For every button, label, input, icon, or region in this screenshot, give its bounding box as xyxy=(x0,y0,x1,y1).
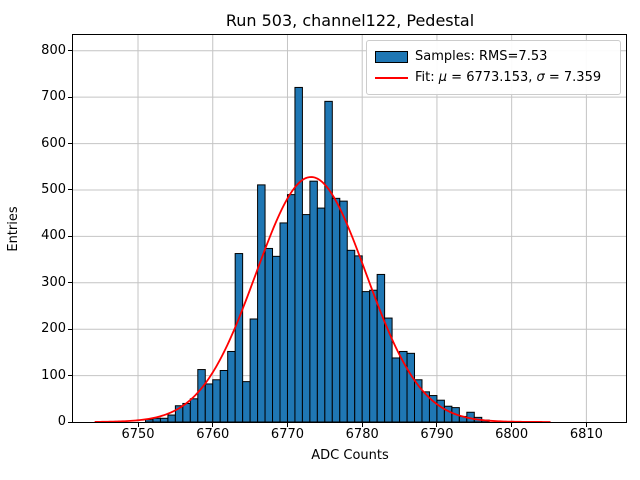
y-tick-label: 100 xyxy=(41,367,66,383)
histogram-bar xyxy=(406,352,416,422)
y-tick-label: 500 xyxy=(41,181,66,197)
histogram-bar xyxy=(279,222,288,422)
histogram-bar xyxy=(391,357,401,422)
x-axis-label: ADC Counts xyxy=(311,448,389,463)
histogram-bar xyxy=(159,417,169,422)
legend-entry-fit: Fit: μ = 6773.153, σ = 7.359 xyxy=(367,67,620,88)
y-tick-mark xyxy=(68,50,72,52)
histogram-bar xyxy=(152,417,161,422)
x-tick-mark xyxy=(361,423,363,427)
plot-area xyxy=(72,34,627,423)
x-tick-label: 6800 xyxy=(495,427,529,442)
x-tick-label: 6810 xyxy=(569,427,603,442)
x-tick-mark xyxy=(511,423,513,427)
histogram-bar xyxy=(369,289,378,422)
chart-canvas xyxy=(73,35,626,422)
histogram-bar xyxy=(249,318,259,422)
histogram-bar xyxy=(354,255,363,422)
mu-symbol: μ xyxy=(438,70,448,85)
y-tick-mark xyxy=(68,96,72,98)
y-tick-label: 300 xyxy=(41,274,66,290)
histogram-bar xyxy=(227,350,236,422)
histogram-bar xyxy=(212,379,221,422)
y-tick-mark xyxy=(68,189,72,191)
histogram-bar xyxy=(257,184,266,422)
histogram-bar xyxy=(376,273,386,422)
histogram-bar xyxy=(242,381,251,422)
sigma-symbol: σ xyxy=(536,70,545,85)
y-tick-mark xyxy=(68,375,72,377)
histogram-bar xyxy=(443,405,453,422)
legend-entry-samples: Samples: RMS=7.53 xyxy=(367,46,620,67)
y-tick-label: 200 xyxy=(41,321,66,337)
histogram-bar xyxy=(346,249,356,422)
histogram-bar xyxy=(204,383,214,422)
legend: Samples: RMS=7.53 Fit: μ = 6773.153, σ =… xyxy=(366,40,621,95)
x-tick-label: 6750 xyxy=(121,427,155,442)
histogram-bar xyxy=(331,197,341,422)
y-tick-label: 0 xyxy=(57,414,66,429)
histogram-bar xyxy=(219,369,229,422)
histogram-bar xyxy=(361,291,371,422)
x-tick-label: 6780 xyxy=(345,427,379,442)
x-tick-mark xyxy=(436,423,438,427)
fit-line-swatch-icon xyxy=(375,76,408,79)
legend-fit-label: Fit: μ = 6773.153, σ = 7.359 xyxy=(415,70,602,85)
samples-swatch-icon xyxy=(375,50,408,63)
y-tick-mark xyxy=(68,328,72,330)
chart-title: Run 503, channel122, Pedestal xyxy=(225,11,475,30)
x-tick-mark xyxy=(286,423,288,427)
x-tick-label: 6770 xyxy=(270,427,305,442)
histogram-bar xyxy=(301,214,311,422)
histogram-bar xyxy=(309,180,318,422)
y-tick-label: 600 xyxy=(41,135,66,151)
x-tick-mark xyxy=(585,423,587,427)
histogram-bar xyxy=(384,317,393,422)
histogram-bar xyxy=(294,86,303,422)
y-tick-mark xyxy=(68,421,72,423)
histogram-bar xyxy=(264,247,274,422)
histogram-bar xyxy=(182,402,191,422)
x-tick-mark xyxy=(137,423,139,427)
y-tick-label: 400 xyxy=(41,228,66,244)
legend-samples-label: Samples: RMS=7.53 xyxy=(415,49,548,64)
histogram-bar xyxy=(436,399,445,422)
y-tick-mark xyxy=(68,143,72,145)
x-tick-label: 6760 xyxy=(196,427,230,442)
histogram-bar xyxy=(324,100,333,422)
y-tick-mark xyxy=(68,235,72,237)
histogram-bar xyxy=(197,369,206,422)
histogram-bar xyxy=(316,207,326,422)
y-tick-mark xyxy=(68,282,72,284)
histogram-bar xyxy=(272,255,281,422)
y-tick-label: 800 xyxy=(41,42,66,58)
histogram-bar xyxy=(189,398,199,422)
histogram-bar xyxy=(167,414,176,422)
fit-curve xyxy=(94,176,551,422)
x-tick-label: 6790 xyxy=(420,427,454,442)
histogram-bar xyxy=(234,253,244,422)
x-tick-mark xyxy=(212,423,214,427)
histogram-bar xyxy=(286,194,296,422)
y-tick-label: 700 xyxy=(41,89,66,105)
histogram-bar xyxy=(339,200,348,422)
